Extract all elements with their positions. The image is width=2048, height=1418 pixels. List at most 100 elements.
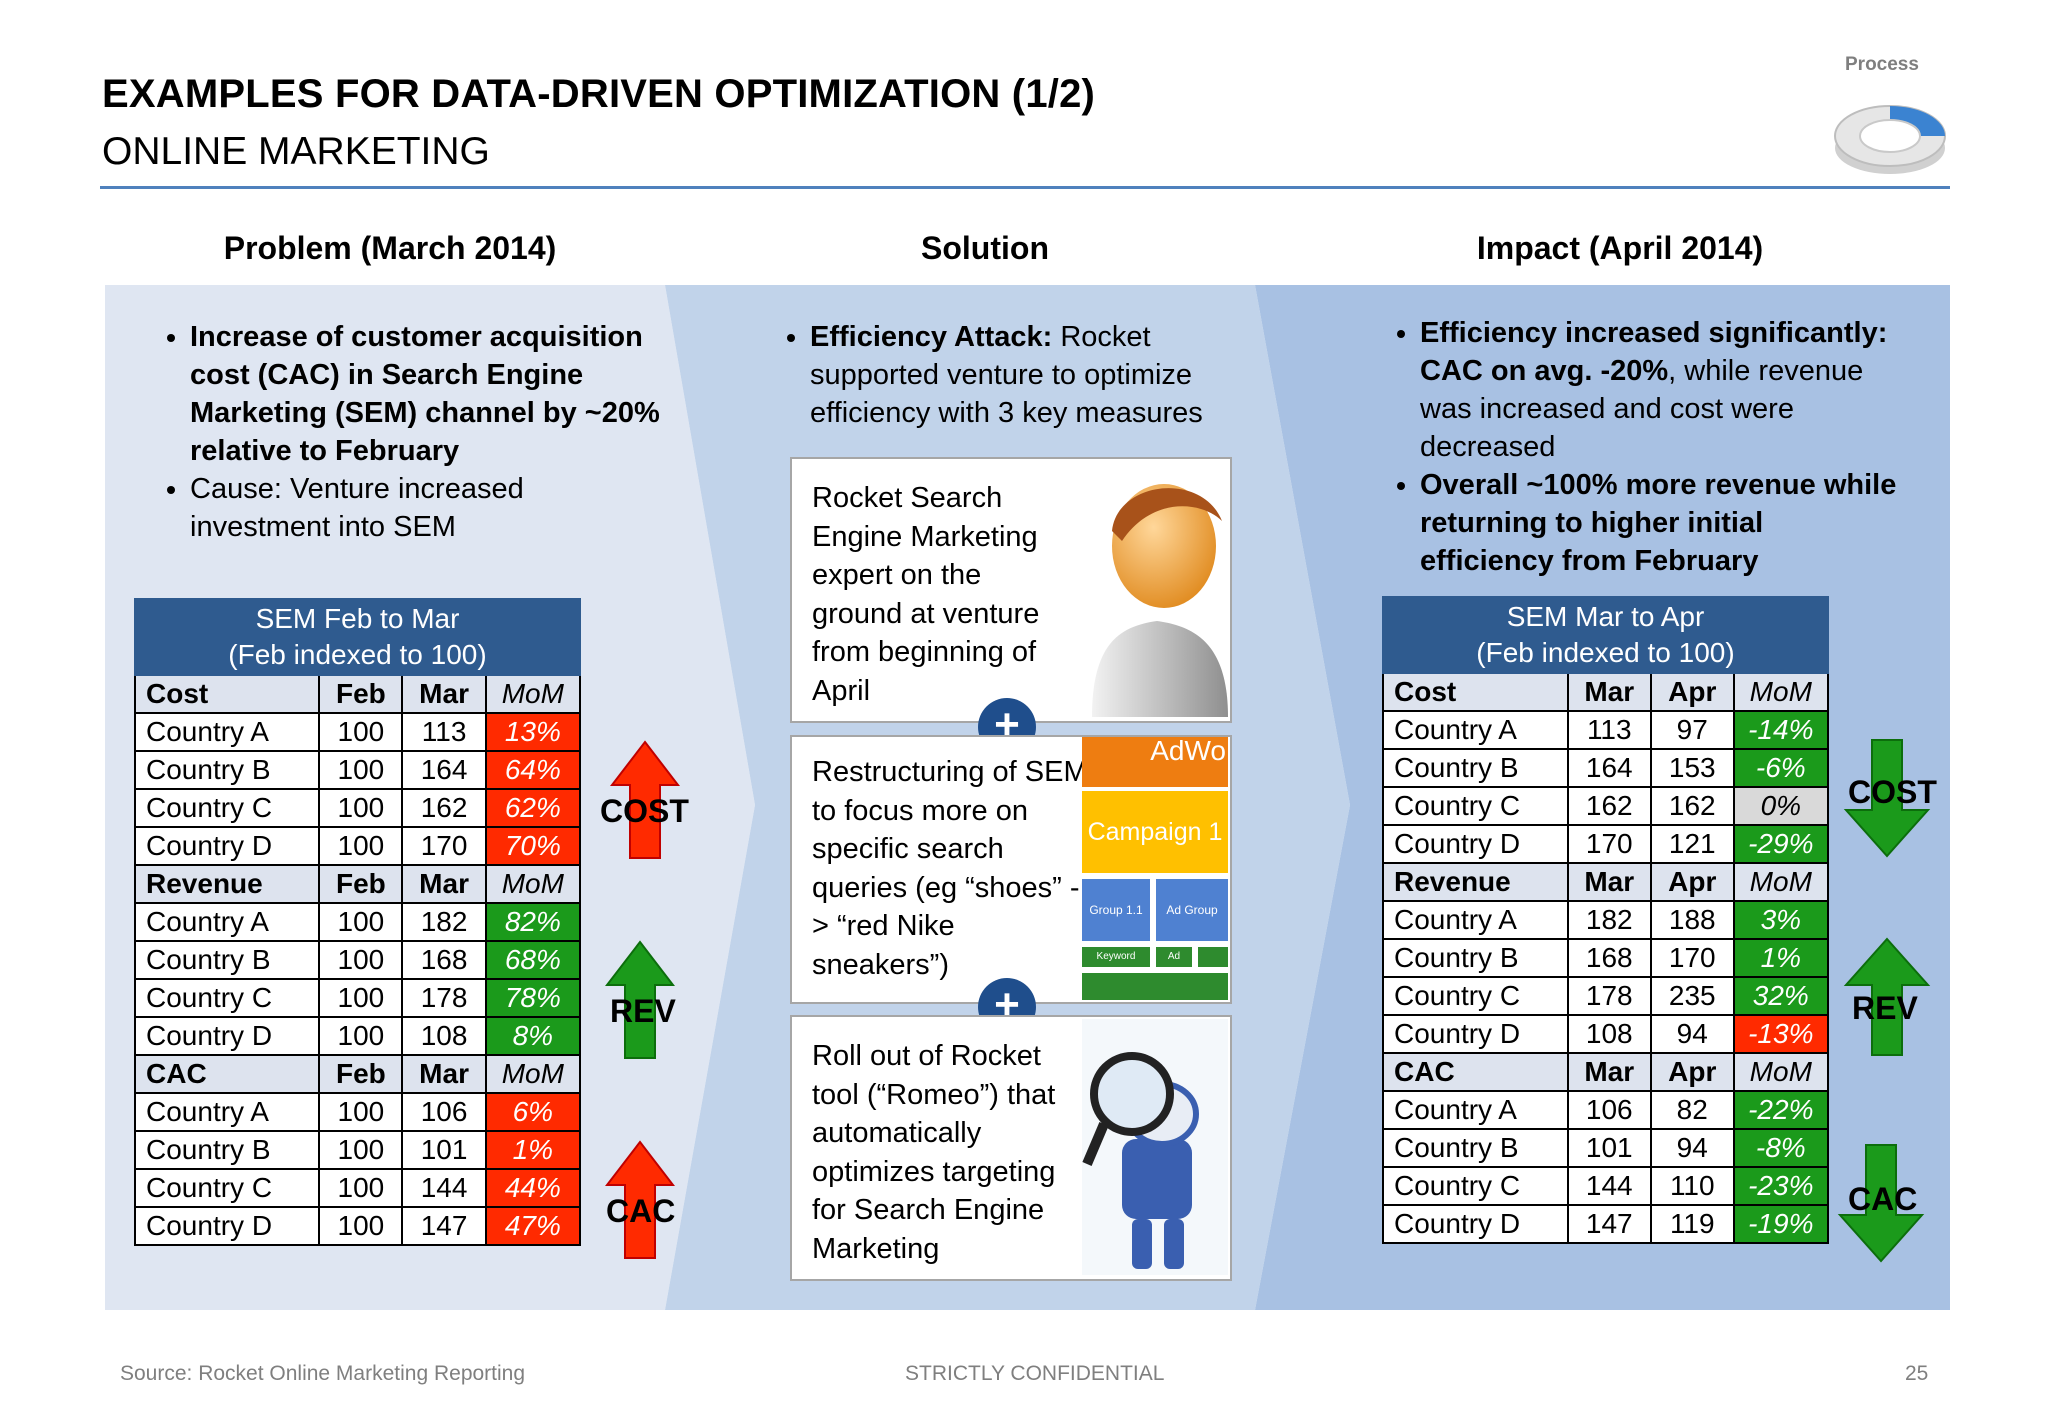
adwords-bar: AdWo: [1082, 737, 1228, 787]
country-cell: Country D: [1382, 1204, 1569, 1244]
cost-down-arrow-icon: [1843, 739, 1931, 858]
cac-down-arrow-icon: [1837, 1144, 1925, 1263]
page-title: EXAMPLES FOR DATA-DRIVEN OPTIMIZATION (1…: [102, 72, 1096, 116]
value-cell: 162: [1566, 786, 1652, 826]
section-header-cell: Apr: [1649, 672, 1735, 712]
country-cell: Country C: [1382, 976, 1569, 1016]
country-cell: Country D: [133, 1206, 321, 1246]
value-cell: 94: [1649, 1014, 1735, 1054]
cost-up-arrow-icon: [610, 740, 680, 859]
country-cell: Country B: [133, 940, 321, 980]
problem-bullet-2: Cause: Venture increased investment into…: [190, 470, 670, 546]
mom-cell: 68%: [484, 940, 582, 980]
table-row: Country C 178 235 32%: [1382, 976, 1830, 1016]
measure-3-text: Roll out of Rocket tool (“Romeo”) that a…: [812, 1040, 1056, 1265]
table-row: Country C 100 162 62%: [133, 788, 582, 828]
problem-bullet-1: Increase of customer acquisition cost (C…: [190, 318, 670, 470]
mom-cell: -13%: [1732, 1014, 1830, 1054]
mom-cell: 8%: [484, 1016, 582, 1056]
table-row: Country B 168 170 1%: [1382, 938, 1830, 978]
section-header-cell: Mar: [1566, 672, 1652, 712]
mom-cell: -6%: [1732, 748, 1830, 788]
mom-cell: 32%: [1732, 976, 1830, 1016]
section-header-cell: Mar: [1566, 862, 1652, 902]
cost-label-right: COST: [1848, 774, 1937, 810]
impact-bullets: Efficiency increased significantly: CAC …: [1380, 314, 1900, 580]
table-row: Country D 108 94 -13%: [1382, 1014, 1830, 1054]
section-header-cell: MoM: [1732, 672, 1830, 712]
value-cell: 100: [318, 902, 404, 942]
measure-box-romeo: Roll out of Rocket tool (“Romeo”) that a…: [790, 1015, 1232, 1281]
value-cell: 100: [318, 712, 404, 752]
problem-bullets: Increase of customer acquisition cost (C…: [150, 318, 670, 546]
value-cell: 101: [1566, 1128, 1652, 1168]
page-subtitle: ONLINE MARKETING: [102, 130, 490, 173]
table-header: SEM Mar to Apr (Feb indexed to 100): [1382, 596, 1829, 674]
section-header-cell: Cost: [133, 674, 321, 714]
value-cell: 178: [1566, 976, 1652, 1016]
solution-bullet-rest: Rocket supported venture to optimize eff…: [810, 321, 1203, 429]
mom-cell: 47%: [484, 1206, 582, 1246]
impact-bullet-1: Efficiency increased significantly: CAC …: [1420, 314, 1900, 466]
mom-cell: -23%: [1732, 1166, 1830, 1206]
solution-bullet-1: Efficiency Attack: Rocket supported vent…: [810, 318, 1230, 432]
table-row: Country D 100 170 70%: [133, 826, 582, 866]
expert-person-icon: [1092, 484, 1228, 717]
table-row: Country C 100 144 44%: [133, 1168, 582, 1208]
table-row: Country B 100 168 68%: [133, 940, 582, 980]
country-cell: Country B: [1382, 938, 1569, 978]
measure-2-text: Restructuring of SEM to focus more on sp…: [812, 756, 1088, 981]
section-header-cell: Mar: [401, 674, 487, 714]
table-row: Country A 113 97 -14%: [1382, 710, 1830, 750]
table-row: Country A 100 182 82%: [133, 902, 582, 942]
value-cell: 144: [401, 1168, 487, 1208]
value-cell: 170: [1566, 824, 1652, 864]
adgroup-block-1: Group 1.1: [1082, 879, 1150, 941]
impact-heading: Impact (April 2014): [1476, 230, 1764, 266]
table-row: Country C 162 162 0%: [1382, 786, 1830, 826]
ad-block: Ad: [1156, 947, 1192, 967]
section-header-cell: Revenue: [133, 864, 321, 904]
measure-1-text: Rocket Search Engine Marketing expert on…: [812, 482, 1040, 707]
value-cell: 97: [1649, 710, 1735, 750]
value-cell: 162: [401, 788, 487, 828]
footer-source: Source: Rocket Online Marketing Reportin…: [120, 1362, 526, 1385]
value-cell: 100: [318, 1092, 404, 1132]
value-cell: 100: [318, 750, 404, 790]
mom-cell: -19%: [1732, 1204, 1830, 1244]
section-header-cell: CAC: [1382, 1052, 1569, 1092]
country-cell: Country C: [133, 788, 321, 828]
ad-block-extra: [1198, 947, 1228, 967]
rev-up-arrow-icon: [605, 940, 675, 1059]
mom-cell: 64%: [484, 750, 582, 790]
value-cell: 100: [318, 1016, 404, 1056]
section-header-cell: MoM: [1732, 862, 1830, 902]
section-header-cell: Cost: [1382, 672, 1569, 712]
value-cell: 188: [1649, 900, 1735, 940]
table-header: SEM Feb to Mar (Feb indexed to 100): [134, 598, 581, 676]
section-header-cell: Feb: [318, 1054, 404, 1094]
rev-up-arrow-icon-right: [1843, 937, 1931, 1056]
mom-cell: 13%: [484, 712, 582, 752]
section-header-row: Cost Feb Mar MoM: [133, 674, 582, 714]
table-row: Country B 100 101 1%: [133, 1130, 582, 1170]
sem-table-mar-apr: SEM Mar to Apr (Feb indexed to 100) Cost M…: [1382, 596, 1830, 1244]
mom-cell: 62%: [484, 788, 582, 828]
country-cell: Country A: [1382, 900, 1569, 940]
impact-bullet-2: Overall ~100% more revenue while returni…: [1420, 466, 1900, 580]
section-header-cell: Feb: [318, 674, 404, 714]
section-header-cell: Feb: [318, 864, 404, 904]
cost-label-left: COST: [600, 793, 689, 829]
value-cell: 119: [1649, 1204, 1735, 1244]
value-cell: 178: [401, 978, 487, 1018]
value-cell: 82: [1649, 1090, 1735, 1130]
country-cell: Country D: [133, 1016, 321, 1056]
mom-cell: 70%: [484, 826, 582, 866]
impact-bullet-1-rest: , while revenue was increased and cost w…: [1420, 355, 1864, 463]
value-cell: 100: [318, 1206, 404, 1246]
section-header-row: Cost Mar Apr MoM: [1382, 672, 1830, 712]
country-cell: Country B: [133, 1130, 321, 1170]
section-header-cell: MoM: [484, 864, 582, 904]
section-header-row: CAC Mar Apr MoM: [1382, 1052, 1830, 1092]
table-row: Country B 100 164 64%: [133, 750, 582, 790]
